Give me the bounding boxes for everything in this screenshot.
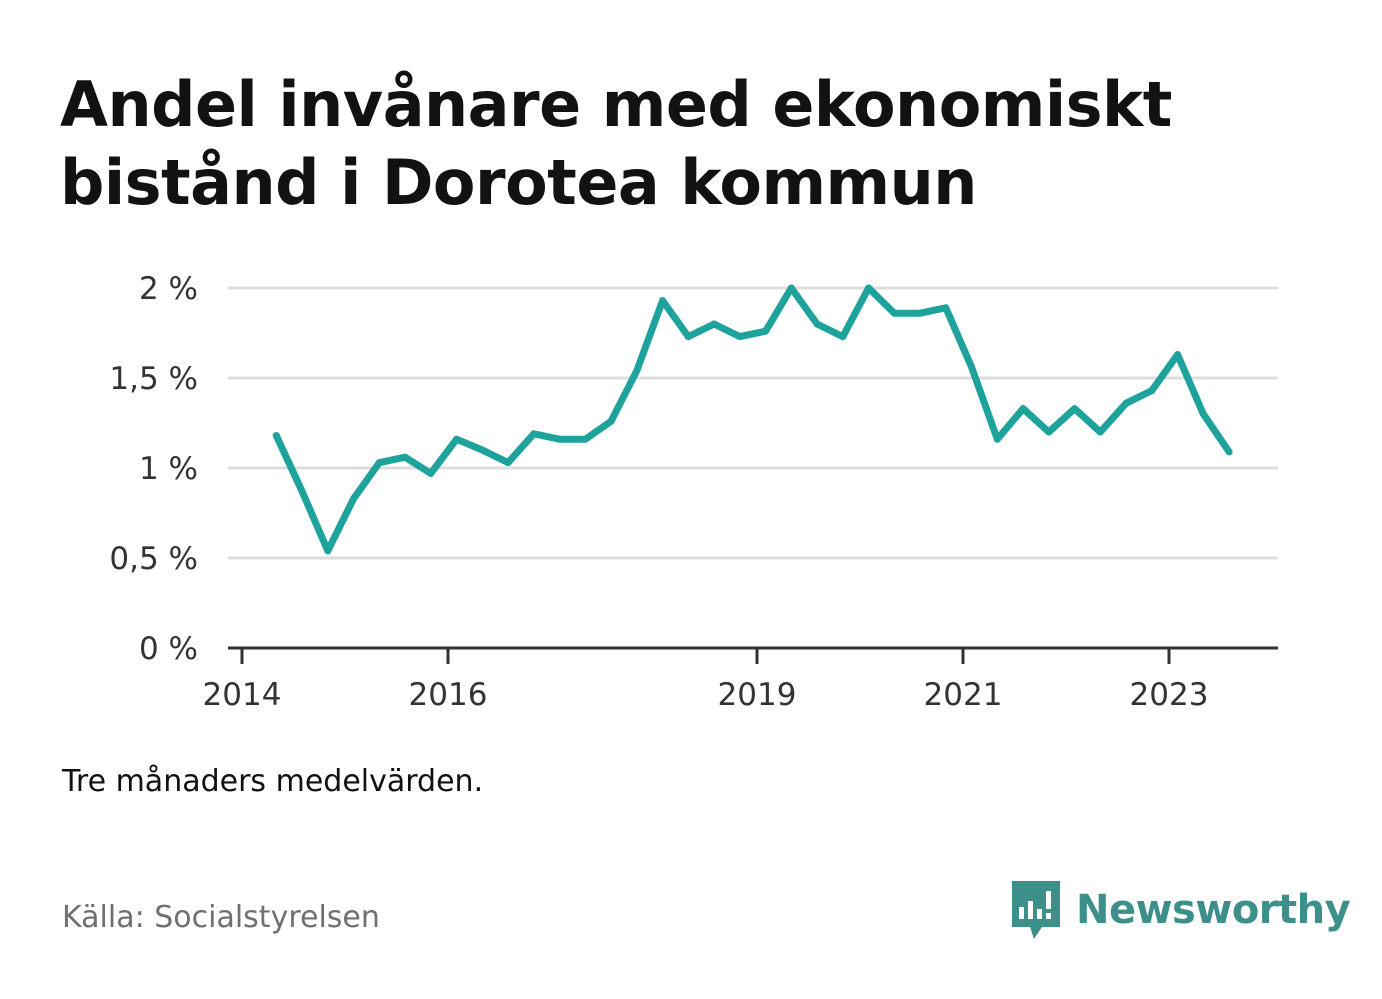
data-point [298, 487, 306, 495]
x-tick-label: 2014 [203, 677, 282, 713]
data-point [401, 453, 409, 461]
y-tick-label: 0,5 % [109, 541, 198, 577]
data-point [710, 320, 718, 328]
data-point [1122, 399, 1130, 407]
data-point [865, 284, 873, 292]
data-point [993, 435, 1001, 443]
data-point [890, 309, 898, 317]
data-point [839, 333, 847, 341]
data-point [942, 304, 950, 312]
data-point [1045, 428, 1053, 436]
y-tick-labels: 0 % 0,5 % 1 % 1,5 % 2 % [109, 271, 198, 667]
data-point [427, 469, 435, 477]
data-point [556, 435, 564, 443]
data-point [659, 297, 667, 305]
x-tick-label: 2019 [718, 677, 797, 713]
x-tick-label: 2023 [1130, 677, 1209, 713]
data-point [1225, 448, 1233, 456]
y-tick-label: 1 % [139, 451, 198, 487]
source-credit: Källa: Socialstyrelsen [62, 900, 380, 935]
x-tick-label: 2016 [409, 677, 488, 713]
gridlines [228, 286, 1278, 560]
y-tick-label: 2 % [139, 271, 198, 307]
data-points [272, 284, 1233, 555]
data-point [1019, 405, 1027, 413]
y-tick-label: 1,5 % [109, 361, 198, 397]
line-chart: 0 % 0,5 % 1 % 1,5 % 2 % 2014 2016 2019 2021 2023 [109, 271, 1278, 713]
data-point [504, 459, 512, 467]
data-point [350, 495, 358, 503]
data-point [478, 446, 486, 454]
data-point [375, 459, 383, 467]
data-point [1071, 405, 1079, 413]
data-point [1096, 428, 1104, 436]
data-point [684, 333, 692, 341]
data-point [762, 327, 770, 335]
data-point [607, 417, 615, 425]
data-point [633, 367, 641, 375]
brand-logo: Newsworthy [1010, 878, 1351, 942]
data-point [1199, 410, 1207, 418]
data-point [968, 363, 976, 371]
x-tick-labels: 2014 2016 2019 2021 2023 [203, 677, 1209, 713]
data-point [272, 432, 280, 440]
data-point [324, 547, 332, 555]
y-tick-label: 0 % [139, 631, 198, 667]
data-point [813, 320, 821, 328]
data-point [1174, 351, 1182, 359]
data-point [581, 435, 589, 443]
data-point [530, 430, 538, 438]
series-line [272, 284, 1233, 555]
chart-note: Tre månaders medelvärden. [62, 764, 484, 799]
data-point [1148, 387, 1156, 395]
chart-title: Andel invånare med ekonomiskt bistånd i … [60, 68, 1172, 219]
brand-name: Newsworthy [1076, 887, 1351, 933]
newsworthy-logo-icon [1012, 881, 1060, 939]
data-point [736, 333, 744, 341]
data-point [453, 435, 461, 443]
data-point [916, 309, 924, 317]
data-point [787, 284, 795, 292]
x-ticks [240, 648, 1171, 664]
x-tick-label: 2021 [924, 677, 1003, 713]
